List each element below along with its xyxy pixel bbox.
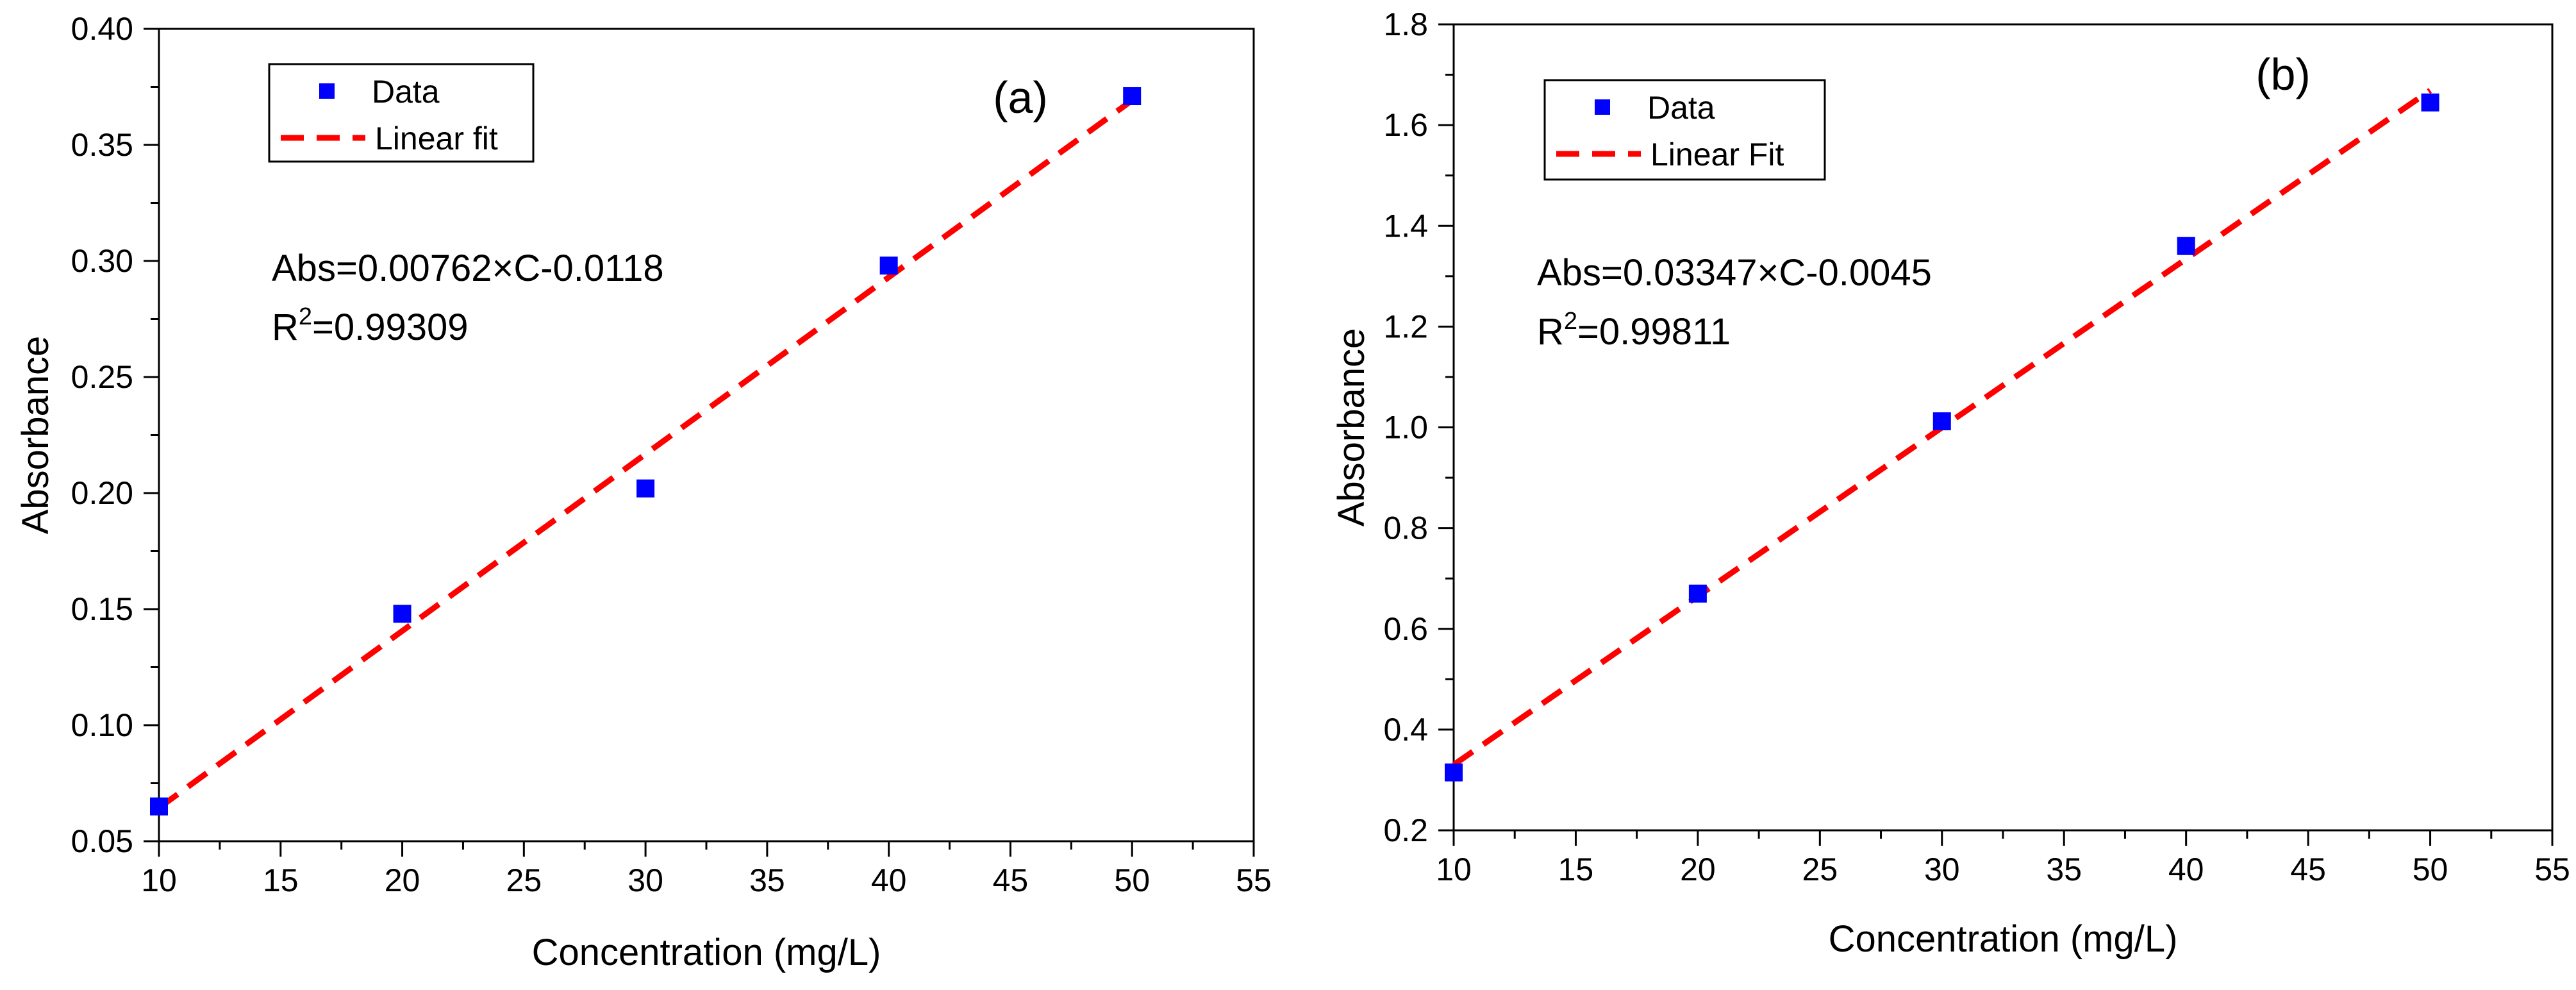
y-tick-label: 0.10 — [71, 707, 133, 743]
x-tick-label: 45 — [2290, 852, 2326, 887]
legend-data-label: Data — [372, 74, 440, 110]
data-point — [150, 797, 168, 816]
y-tick-label: 1.2 — [1383, 308, 1428, 344]
data-point — [2177, 237, 2195, 255]
x-tick-label: 40 — [871, 862, 907, 898]
y-axis-title: Absorbance — [1331, 328, 1372, 527]
y-tick-label: 0.6 — [1383, 611, 1428, 647]
fit-equation: Abs=0.00762×C-0.0118 — [272, 247, 664, 289]
x-tick-label: 25 — [1802, 852, 1838, 887]
y-tick-label: 0.40 — [71, 11, 133, 47]
data-point — [879, 256, 898, 275]
x-tick-label: 30 — [1924, 852, 1960, 887]
x-tick-label: 10 — [141, 862, 177, 898]
legend-data-marker — [319, 83, 335, 99]
y-axis-title: Absorbance — [15, 336, 56, 535]
data-point — [636, 479, 655, 498]
data-point — [1123, 87, 1142, 105]
y-tick-label: 1.6 — [1383, 107, 1428, 143]
x-tick-label: 20 — [385, 862, 420, 898]
legend: Data Linear Fit — [1543, 79, 1826, 181]
x-axis-title: Concentration (mg/L) — [532, 932, 881, 973]
x-tick-label: 35 — [749, 862, 785, 898]
y-tick-label: 1.8 — [1383, 6, 1428, 42]
r-superscript: 2 — [299, 303, 312, 330]
y-tick-label: 1.0 — [1383, 410, 1428, 446]
panel-label: (b) — [2256, 49, 2311, 99]
x-tick-label: 45 — [993, 862, 1029, 898]
r-label: R — [272, 306, 299, 348]
x-tick-label: 30 — [627, 862, 663, 898]
legend-fit-label: Linear fit — [375, 121, 498, 156]
legend-box — [1543, 79, 1826, 181]
y-tick-label: 0.20 — [71, 475, 133, 511]
legend-data-marker — [1595, 99, 1610, 115]
x-tick-label: 15 — [1558, 852, 1594, 887]
data-point — [1932, 412, 1951, 431]
x-tick-label: 15 — [263, 862, 299, 898]
x-tick-label: 35 — [2046, 852, 2082, 887]
y-tick-label: 0.8 — [1383, 510, 1428, 546]
chart-panel-b: 10 15 20 25 30 35 40 45 50 55 0.2 0.4 0.6 0.8 1.0 1.2 1.… — [1331, 6, 2570, 960]
legend-fit-label: Linear Fit — [1650, 137, 1784, 172]
r-value: =0.99811 — [1577, 311, 1731, 353]
legend: Data Linear fit — [268, 63, 535, 163]
y-tick-label: 1.4 — [1383, 208, 1428, 244]
chart-panel-a: 10 15 20 25 30 35 40 45 50 55 0.05 0.10 0.15 0.20 0.25… — [15, 11, 1272, 973]
r-squared-value: R2=0.99309 — [272, 303, 469, 348]
data-point — [1688, 584, 1707, 603]
y-tick-label: 0.2 — [1383, 812, 1428, 848]
x-tick-label: 25 — [506, 862, 542, 898]
x-tick-label: 55 — [1236, 862, 1272, 898]
data-point — [393, 605, 411, 623]
y-tick-label: 0.25 — [71, 359, 133, 395]
y-tick-label: 0.35 — [71, 127, 133, 163]
legend-box — [268, 63, 535, 163]
x-tick-label: 20 — [1680, 852, 1716, 887]
legend-data-label: Data — [1647, 90, 1715, 126]
r-value: =0.99309 — [312, 306, 469, 348]
x-tick-label: 50 — [2413, 852, 2448, 887]
linear-fit-line — [157, 97, 1134, 810]
r-label: R — [1537, 311, 1564, 353]
y-tick-label: 0.30 — [71, 243, 133, 279]
r-superscript: 2 — [1564, 308, 1577, 335]
fit-equation: Abs=0.03347×C-0.0045 — [1537, 252, 1932, 294]
y-tick-label: 0.4 — [1383, 712, 1428, 748]
x-tick-label: 10 — [1436, 852, 1472, 887]
x-tick-label: 55 — [2534, 852, 2570, 887]
x-axis-title: Concentration (mg/L) — [1829, 918, 2178, 960]
y-tick-label: 0.05 — [71, 823, 133, 859]
x-tick-label: 50 — [1114, 862, 1150, 898]
r-squared-value: R2=0.99811 — [1537, 308, 1731, 353]
y-tick-label: 0.15 — [71, 591, 133, 627]
data-point — [1445, 763, 1463, 782]
data-point — [2421, 93, 2439, 112]
panel-label: (a) — [993, 72, 1048, 122]
x-tick-label: 40 — [2168, 852, 2204, 887]
